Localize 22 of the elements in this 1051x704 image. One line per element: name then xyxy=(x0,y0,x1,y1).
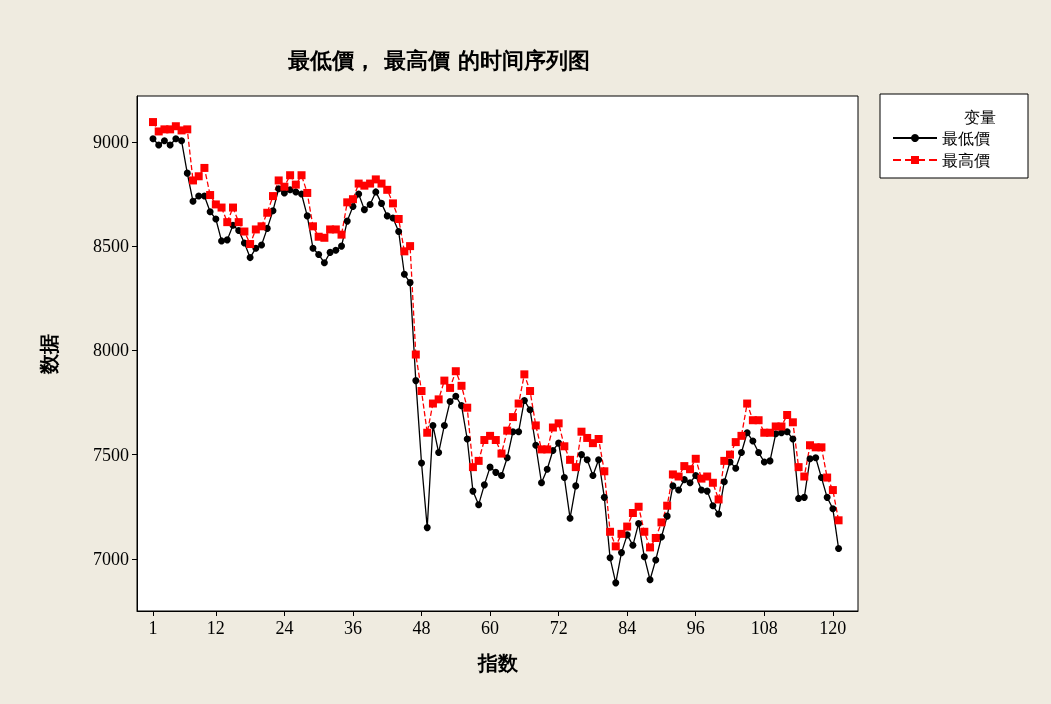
legend-title: 变量 xyxy=(964,107,996,127)
y-tick-label: 9000 xyxy=(93,131,129,152)
x-tick-label: 24 xyxy=(275,618,294,638)
legend-label: 最高價 xyxy=(942,150,990,170)
x-tick-label: 72 xyxy=(549,618,568,638)
x-tick-label: 96 xyxy=(686,618,705,638)
x-tick-label: 1 xyxy=(148,618,158,638)
x-axis-title: 指数 xyxy=(476,651,519,675)
y-tick-label: 8500 xyxy=(93,236,129,257)
x-tick-label: 120 xyxy=(819,618,847,638)
x-tick-label: 108 xyxy=(750,618,778,638)
x-tick-label: 60 xyxy=(481,618,500,638)
y-tick-label: 7500 xyxy=(93,444,129,465)
chart-title: 最低價， 最高價 的时间序列图 xyxy=(287,47,590,73)
y-tick-label: 8000 xyxy=(93,340,129,361)
y-axis-title: 数据 xyxy=(37,333,61,375)
x-tick-label: 12 xyxy=(206,618,225,638)
x-tick-label: 48 xyxy=(412,618,431,638)
y-tick-label: 7000 xyxy=(93,548,129,569)
x-tick-label: 36 xyxy=(343,618,362,638)
x-tick-label: 84 xyxy=(618,618,637,638)
legend-label: 最低價 xyxy=(942,128,990,148)
